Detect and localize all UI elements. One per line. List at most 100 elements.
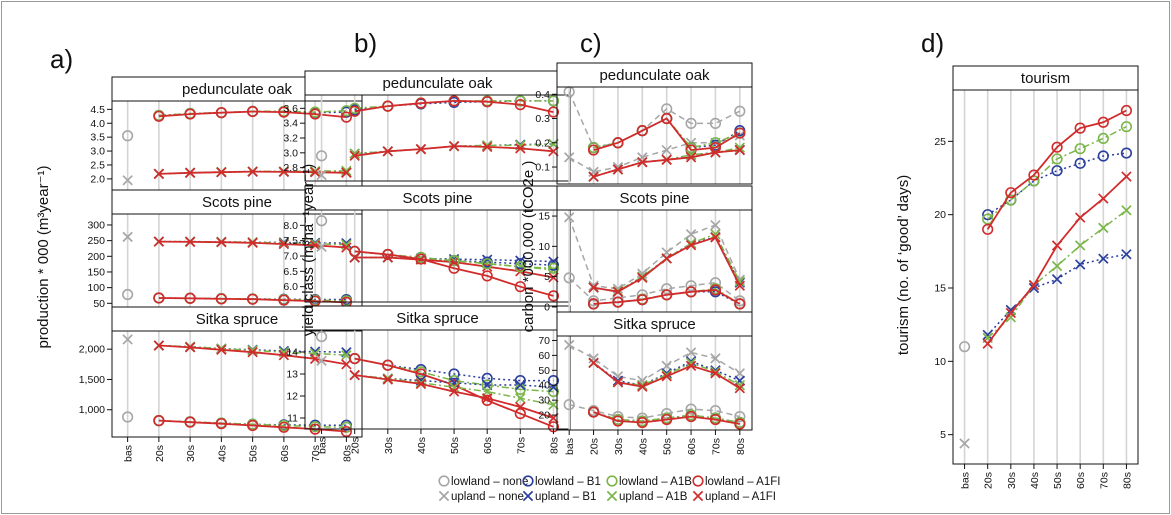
point-circle-B1 bbox=[1074, 157, 1086, 169]
y-tick-label: 1,000 bbox=[79, 404, 105, 416]
x-tick-label: 20s bbox=[983, 472, 995, 489]
point-circle-A1FI bbox=[349, 353, 361, 365]
point-circle-none bbox=[734, 410, 746, 423]
point-circle-none bbox=[122, 411, 134, 423]
point-cross-A1FI bbox=[1121, 171, 1132, 182]
point-cross-A1FI bbox=[448, 386, 460, 397]
y-tick-label: 12 bbox=[286, 391, 298, 403]
point-cross-A1FI bbox=[481, 392, 493, 404]
point-cross-A1FI bbox=[515, 143, 526, 154]
legend-marker-cross bbox=[438, 490, 450, 502]
point-cross-A1FI bbox=[734, 144, 746, 156]
point-cross-A1FI bbox=[153, 340, 165, 351]
facet-border bbox=[111, 330, 363, 438]
point-cross-A1FI bbox=[216, 166, 227, 178]
point-circle-A1B bbox=[1051, 153, 1063, 165]
point-circle-B1 bbox=[1120, 147, 1133, 159]
point-cross-A1FI bbox=[382, 374, 394, 385]
point-circle-A1FI bbox=[636, 294, 648, 306]
y-tick-label: 3.6 bbox=[283, 103, 298, 115]
point-circle-A1B bbox=[340, 421, 352, 433]
point-circle-B1 bbox=[1051, 165, 1063, 177]
y-tick-label: 100 bbox=[87, 282, 105, 294]
point-cross-none bbox=[588, 353, 599, 364]
panel-b: b) pedunculate oak 2.8 3.0 3.2 3.4 3.6 Scots pi… bbox=[283, 28, 571, 454]
point-circle-none bbox=[315, 331, 328, 343]
point-circle-A1FI bbox=[709, 142, 722, 154]
point-circle-A1FI bbox=[612, 415, 624, 427]
point-circle-A1FI bbox=[587, 144, 600, 156]
y-tick-label: 2.0 bbox=[90, 173, 105, 185]
point-cross-A1FI bbox=[1074, 212, 1086, 223]
series-line-A1B bbox=[987, 126, 1127, 220]
series-line-B1 bbox=[593, 117, 741, 149]
point-circle-A1FI bbox=[309, 108, 321, 120]
x-tick-label: 50s bbox=[248, 445, 260, 462]
point-circle-A1FI bbox=[215, 293, 227, 305]
point-cross-none bbox=[316, 169, 327, 181]
point-circle-A1FI bbox=[184, 108, 196, 120]
y-tick-label: 0 bbox=[544, 301, 550, 313]
x-tick-label: 80s bbox=[341, 445, 353, 462]
point-cross-A1FI bbox=[734, 383, 746, 394]
point-cross-none bbox=[563, 339, 575, 351]
point-circle-A1FI bbox=[153, 110, 165, 122]
x-tick-label: 40s bbox=[637, 438, 649, 455]
point-circle-A1FI bbox=[661, 289, 673, 301]
point-circle-A1FI bbox=[184, 292, 196, 304]
point-cross-A1FI bbox=[481, 141, 493, 153]
y-tick-label: 3.0 bbox=[90, 146, 105, 158]
y-tick-label: 50 bbox=[538, 365, 550, 377]
panel-label: d) bbox=[921, 28, 944, 58]
point-cross-A1B bbox=[481, 140, 493, 151]
point-circle-B1 bbox=[514, 258, 526, 270]
point-cross-none bbox=[710, 353, 721, 364]
point-circle-A1FI bbox=[636, 125, 648, 137]
legend-marker-cross bbox=[692, 490, 704, 502]
point-circle-A1B bbox=[514, 95, 526, 107]
facet-border bbox=[304, 94, 571, 182]
point-cross-A1FI bbox=[661, 253, 672, 264]
point-circle-A1FI bbox=[382, 359, 394, 371]
x-tick-label: 40s bbox=[216, 445, 228, 462]
point-circle-none bbox=[122, 130, 134, 142]
y-tick-label: 7.0 bbox=[283, 251, 298, 263]
point-circle-A1FI bbox=[349, 105, 361, 117]
point-cross-A1FI bbox=[247, 166, 258, 177]
series-line-B1 bbox=[987, 152, 1127, 216]
point-circle-A1B bbox=[1120, 121, 1133, 133]
point-circle-A1B bbox=[448, 255, 460, 267]
y-tick-label: 0.2 bbox=[535, 137, 550, 149]
series-line-B1 bbox=[354, 357, 554, 382]
point-cross-A1FI bbox=[247, 346, 258, 358]
point-cross-A1FI bbox=[661, 154, 672, 165]
facet-tourism: tourism 5 10 15 20 25 bbox=[934, 65, 1139, 465]
y-tick-label: 2,000 bbox=[79, 344, 105, 356]
facet-strip-label: pedunculate oak bbox=[599, 67, 710, 84]
legend: lowland – none lowland – B1 lowland – A1B l… bbox=[438, 475, 780, 503]
point-circle-A1FI bbox=[481, 96, 493, 108]
point-cross-A1FI bbox=[710, 368, 721, 379]
series-line-A1FI bbox=[158, 297, 347, 304]
point-circle-B1 bbox=[1097, 150, 1109, 162]
y-tick-label: 15 bbox=[934, 283, 946, 295]
point-cross-none bbox=[959, 438, 970, 449]
y-tick-label: 3.0 bbox=[283, 147, 298, 159]
point-cross-A1FI bbox=[415, 378, 427, 390]
y-tick-label: 25 bbox=[934, 136, 946, 148]
point-circle-A1FI bbox=[709, 413, 722, 426]
point-cross-A1FI bbox=[685, 360, 697, 372]
legend-marker-circle bbox=[438, 475, 450, 487]
point-cross-A1FI bbox=[734, 280, 746, 291]
series-line-A1B bbox=[593, 288, 741, 305]
point-circle-none bbox=[709, 117, 722, 129]
point-circle-none bbox=[734, 105, 746, 117]
y-axis-label: tourism (no. of ‘good’ days) bbox=[895, 175, 912, 355]
x-tick-label: 40s bbox=[416, 437, 428, 454]
point-cross-A1B bbox=[309, 238, 321, 249]
series-line-B1 bbox=[354, 250, 554, 266]
point-circle-none bbox=[685, 280, 697, 292]
point-circle-A1FI bbox=[612, 296, 624, 308]
point-circle-A1FI bbox=[247, 419, 259, 432]
y-tick-label: 250 bbox=[87, 235, 105, 247]
